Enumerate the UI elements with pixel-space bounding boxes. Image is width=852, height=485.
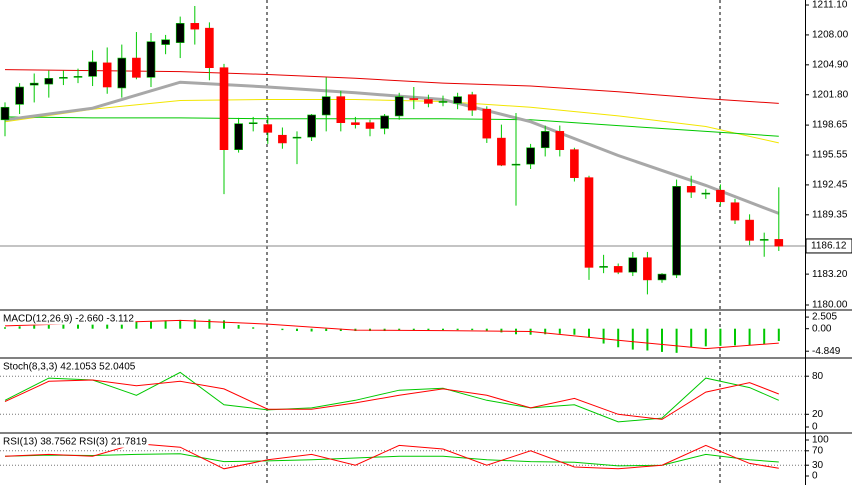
candle-body xyxy=(365,122,375,129)
panel-title: Stoch(8,3,3) 42.1053 52.0405 xyxy=(3,362,136,373)
last-price-label: 1186.12 xyxy=(811,241,847,252)
candle-body xyxy=(555,131,565,150)
oscillator-line xyxy=(4,371,779,423)
y-tick-label: 80 xyxy=(812,371,824,382)
y-tick-label: 0 xyxy=(812,422,818,433)
candle-body xyxy=(175,23,185,43)
candle-body xyxy=(380,115,389,129)
candle-body xyxy=(643,257,652,281)
panel-title-bg xyxy=(2,361,137,373)
candle-body xyxy=(29,82,39,86)
candle-body xyxy=(424,99,433,104)
candle-body xyxy=(526,147,535,165)
candle-body xyxy=(132,57,141,78)
candle-body xyxy=(745,219,754,241)
panel-title-bg xyxy=(2,436,149,448)
candle-body xyxy=(628,257,638,273)
candle-body xyxy=(453,96,462,104)
y-tick-label: 1192.45 xyxy=(812,180,848,191)
panel-title: MACD(12,26,9) -2.660 -3.112 xyxy=(3,314,134,325)
y-tick-label: 1198.65 xyxy=(812,120,848,131)
candle-body xyxy=(161,39,170,45)
candle-body xyxy=(59,77,68,79)
candle-body xyxy=(730,202,740,221)
y-tick-label: 30 xyxy=(812,460,824,471)
candle-body xyxy=(190,23,200,30)
y-tick-label: 1201.80 xyxy=(812,89,849,100)
candle-body xyxy=(336,96,346,123)
last-price-box xyxy=(805,238,852,254)
y-tick-label: 1208.00 xyxy=(812,30,849,41)
candle-body xyxy=(716,189,725,203)
candle-body xyxy=(234,123,243,150)
y-tick-label: 1211.10 xyxy=(812,0,848,11)
candle-body xyxy=(44,78,54,85)
y-tick-label: 1189.35 xyxy=(812,209,848,220)
candle-body xyxy=(102,62,112,88)
candle-body xyxy=(467,94,477,111)
candle-body xyxy=(15,86,24,105)
y-tick-label: 20 xyxy=(812,409,824,420)
candle-body xyxy=(701,192,711,195)
y-tick-label: 0.00 xyxy=(812,323,832,334)
y-tick-label: 0 xyxy=(812,471,818,482)
candle-body xyxy=(219,67,229,150)
candle-body xyxy=(88,61,97,77)
candle-body xyxy=(759,239,769,241)
candle-body xyxy=(511,163,521,166)
y-tick-label: 1183.20 xyxy=(812,269,848,280)
candle-body xyxy=(497,137,506,166)
candle-body xyxy=(482,108,492,139)
y-tick-label: 70 xyxy=(812,445,824,456)
candle-body xyxy=(409,98,419,100)
candle-body xyxy=(263,124,273,133)
candle-body xyxy=(613,266,623,273)
candle-body xyxy=(292,136,302,139)
candle-body xyxy=(321,96,331,116)
candle-body xyxy=(146,41,156,78)
y-tick-label: 2.505 xyxy=(812,312,837,323)
candle-body xyxy=(584,177,594,268)
signal-line xyxy=(4,319,779,350)
candle-body xyxy=(307,114,316,138)
candle-body xyxy=(686,186,696,193)
candle-body xyxy=(599,266,608,268)
candle-body xyxy=(774,239,784,247)
candle-body xyxy=(394,96,404,117)
candle-body xyxy=(73,76,83,78)
panel-title: RSI(13) 38.7562 RSI(3) 21.7819 xyxy=(3,437,147,448)
candle-body xyxy=(540,131,550,149)
candle-body xyxy=(0,106,10,121)
candle-body xyxy=(205,27,214,69)
candle-body xyxy=(672,186,681,276)
candle-body xyxy=(117,57,127,89)
candle-body xyxy=(570,149,579,178)
candle-body xyxy=(248,122,258,124)
y-tick-label: 1180.00 xyxy=(812,300,848,311)
candle-body xyxy=(278,134,287,144)
y-tick-label: 1195.55 xyxy=(812,150,848,161)
y-tick-label: 1204.90 xyxy=(812,59,849,70)
candle-body xyxy=(351,122,360,125)
candle-body xyxy=(657,273,667,281)
y-tick-label: 100 xyxy=(812,435,829,446)
candle-body xyxy=(438,101,448,103)
y-tick-label: -4.849 xyxy=(812,346,841,357)
oscillator-line xyxy=(4,379,779,420)
panel-title-bg xyxy=(2,313,136,325)
